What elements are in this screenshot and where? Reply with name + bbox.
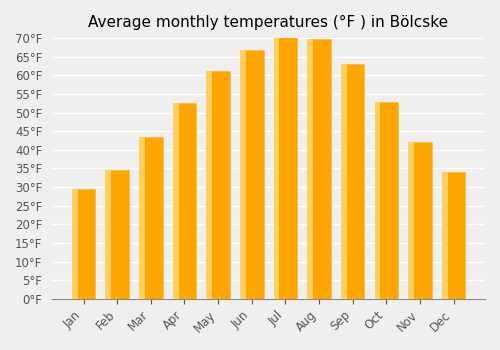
Bar <box>106 170 112 299</box>
Title: Average monthly temperatures (°F ) in Bölcske: Average monthly temperatures (°F ) in Bö… <box>88 15 448 30</box>
Bar <box>274 37 297 299</box>
Bar <box>341 64 364 299</box>
Bar <box>274 37 280 299</box>
Bar <box>172 103 178 299</box>
Bar <box>240 50 264 299</box>
Bar <box>442 172 466 299</box>
Bar <box>139 137 145 299</box>
Bar <box>374 102 398 299</box>
Bar <box>408 142 414 299</box>
Bar <box>240 50 246 299</box>
Bar <box>341 64 347 299</box>
Bar <box>307 39 331 299</box>
Bar <box>442 172 448 299</box>
Bar <box>172 103 196 299</box>
Bar <box>206 71 212 299</box>
Bar <box>374 102 380 299</box>
Bar <box>408 142 432 299</box>
Bar <box>72 189 96 299</box>
Bar <box>72 189 78 299</box>
Bar <box>106 170 129 299</box>
Bar <box>139 137 162 299</box>
Bar <box>206 71 230 299</box>
Bar <box>307 39 313 299</box>
